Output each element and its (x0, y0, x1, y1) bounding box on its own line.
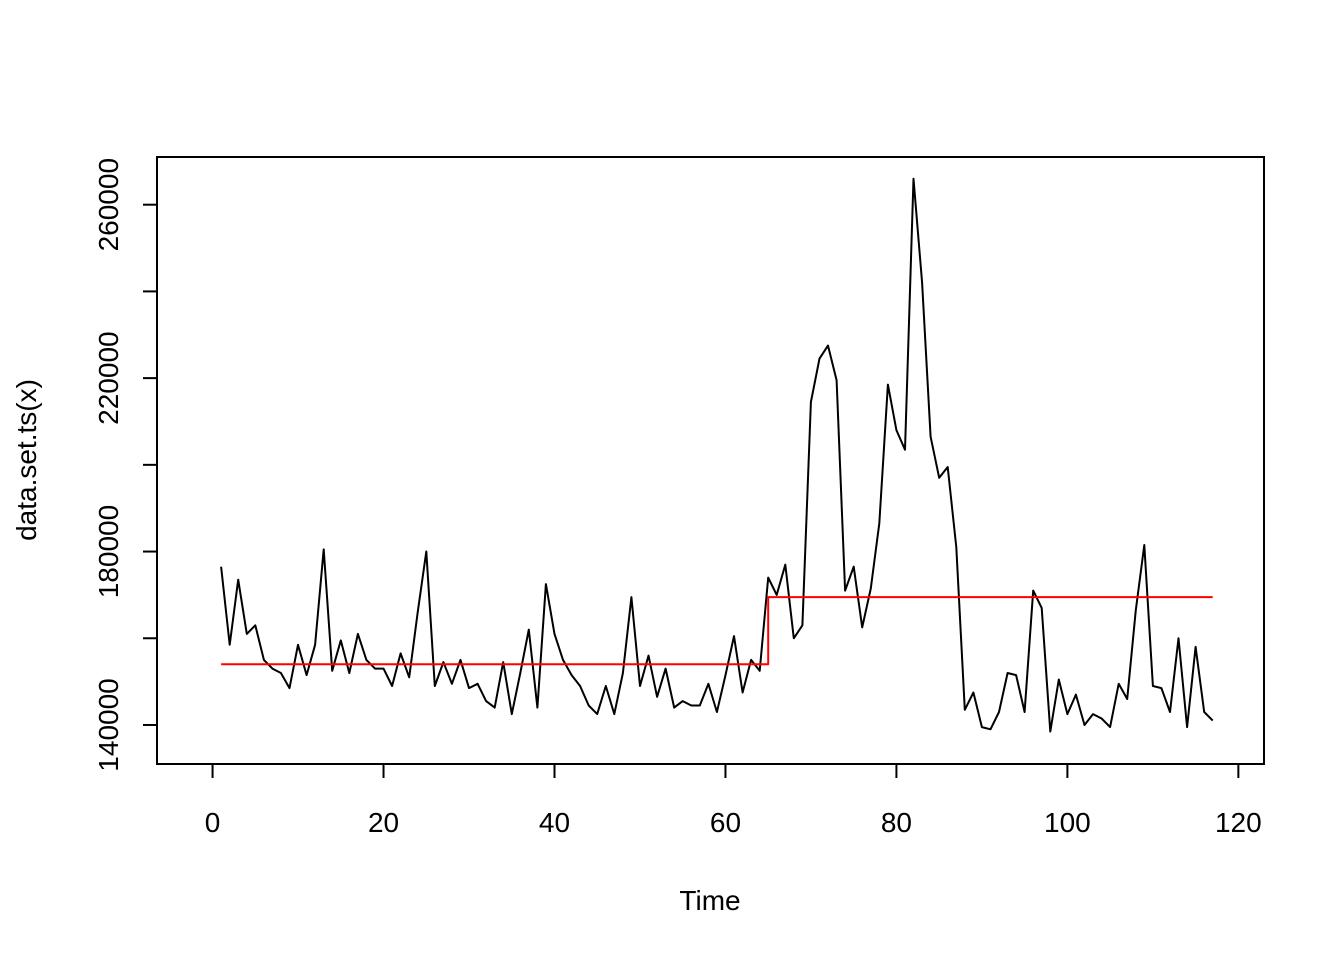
x-tick-label: 60 (710, 807, 741, 838)
y-tick-label: 180000 (93, 505, 124, 598)
x-tick-label: 20 (368, 807, 399, 838)
y-tick-label: 260000 (93, 158, 124, 251)
x-tick-label: 40 (539, 807, 570, 838)
y-axis: 140000 180000 220000 260000 (93, 158, 158, 772)
series-layer (220, 177, 1214, 733)
y-tick-label: 140000 (93, 678, 124, 771)
x-tick-label: 100 (1044, 807, 1091, 838)
y-tick-label: 220000 (93, 331, 124, 424)
series-line-level (221, 596, 1213, 666)
x-tick-label: 0 (205, 807, 221, 838)
x-tick-label: 80 (881, 807, 912, 838)
x-axis-title: Time (679, 885, 740, 916)
x-tick-label: 120 (1215, 807, 1262, 838)
y-axis-title: data.set.ts(x) (11, 379, 42, 541)
series-line-data (220, 177, 1214, 733)
plot-frame (156, 156, 1265, 765)
x-axis: 0 20 40 60 80 100 120 (205, 763, 1262, 838)
